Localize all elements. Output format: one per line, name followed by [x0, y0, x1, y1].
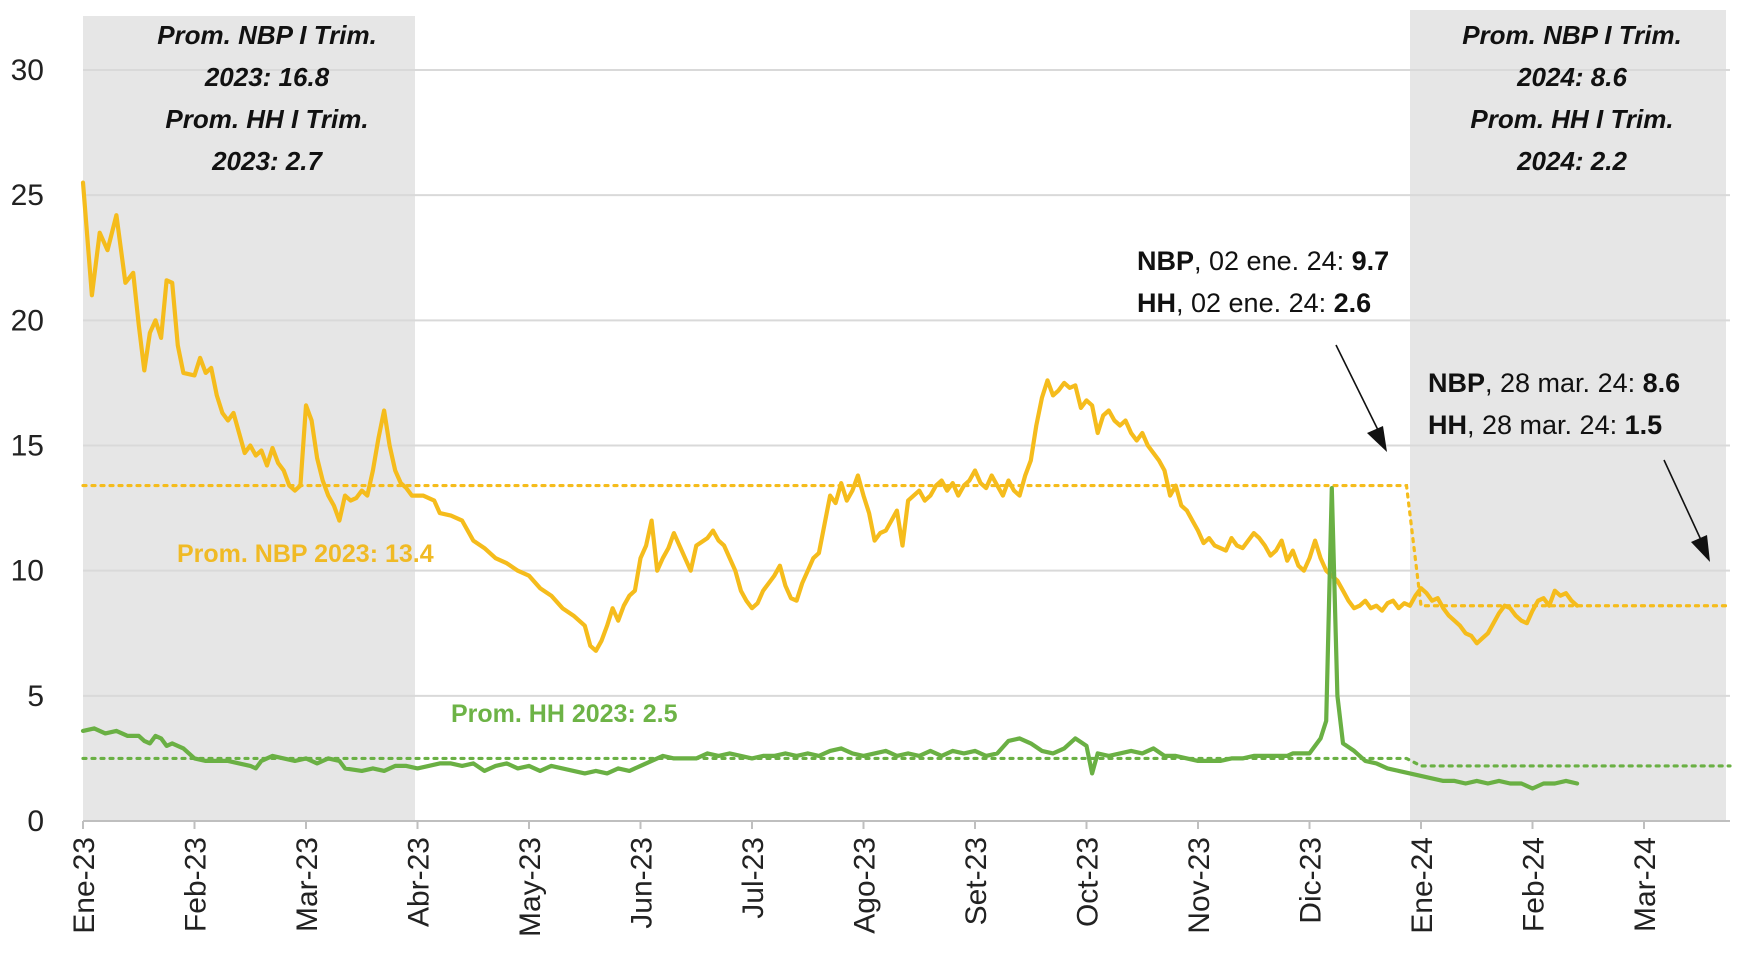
- y-tick-label-0: 0: [27, 805, 44, 838]
- jan2-hh-name: HH: [1137, 288, 1176, 318]
- gridlines: [83, 69, 1730, 822]
- jan2-nbp-name: NBP: [1137, 246, 1194, 276]
- x-tick-label-Oct-23: Oct-23: [1072, 837, 1105, 927]
- mar28-hh-label: HH, 28 mar. 24: 1.5: [1428, 410, 1662, 440]
- x-tick-label-Ago-23: Ago-23: [849, 837, 882, 934]
- q1-2023-line4: 2023: 2.7: [211, 146, 323, 176]
- jan2-nbp-date: , 02 ene. 24:: [1194, 246, 1352, 276]
- q1-2023-line1: Prom. NBP I Trim.: [157, 20, 377, 50]
- x-tick-label-Feb-24: Feb-24: [1518, 837, 1551, 932]
- nbp-average-label: Prom. NBP 2023: 13.4: [177, 540, 434, 568]
- hh-series-line: [80, 486, 1580, 791]
- mar28-nbp-date: , 28 mar. 24:: [1485, 368, 1643, 398]
- y-axis-ticks: 0 5 10 15 20 25 30: [11, 54, 44, 838]
- jan2-hh-value: 2.6: [1334, 288, 1372, 318]
- mar28-nbp-label: NBP, 28 mar. 24: 8.6: [1428, 368, 1680, 398]
- x-tick-label-Nov-23: Nov-23: [1183, 837, 1216, 934]
- y-tick-label-30: 30: [11, 54, 44, 87]
- x-tick-label-Ene-24: Ene-24: [1406, 837, 1439, 934]
- annotation-jan2: NBP, 02 ene. 24: 9.7 HH, 02 ene. 24: 2.6: [1137, 246, 1389, 452]
- jan2-hh-date: , 02 ene. 24:: [1176, 288, 1334, 318]
- x-tick-label-Set-23: Set-23: [960, 837, 993, 925]
- average-lines: [81, 483, 1732, 768]
- q1-2024-line2: 2024: 8.6: [1516, 62, 1627, 92]
- x-tick-label-Jun-23: Jun-23: [626, 837, 659, 929]
- annotation-q1-2024: Prom. NBP I Trim. 2024: 8.6 Prom. HH I T…: [1462, 20, 1682, 176]
- q1-2024-line3: Prom. HH I Trim.: [1470, 104, 1673, 134]
- x-tick-label-Jul-23: Jul-23: [737, 837, 770, 919]
- annotation-mar28: NBP, 28 mar. 24: 8.6 HH, 28 mar. 24: 1.5: [1428, 368, 1710, 562]
- y-tick-label-25: 25: [11, 179, 44, 212]
- jan2-nbp-value: 9.7: [1352, 246, 1390, 276]
- mar28-nbp-name: NBP: [1428, 368, 1485, 398]
- y-tick-label-10: 10: [11, 555, 44, 588]
- x-tick-label-Abr-23: Abr-23: [403, 837, 436, 927]
- jan2-arrow-line: [1335, 344, 1379, 431]
- mar28-nbp-value: 8.6: [1643, 368, 1681, 398]
- x-axis-ticks: Ene-23 Feb-23 Mar-23 Abr-23 May-23 Jun-23 Jul-…: [68, 821, 1662, 937]
- q1-2024-line4: 2024: 2.2: [1516, 146, 1627, 176]
- x-tick-label-Mar-23: Mar-23: [291, 837, 324, 932]
- mar28-arrow-line: [1663, 459, 1702, 541]
- q1-2024-line1: Prom. NBP I Trim.: [1462, 20, 1682, 50]
- hh-average-label: Prom. HH 2023: 2.5: [451, 700, 678, 728]
- x-tick-label-Mar-24: Mar-24: [1629, 837, 1662, 932]
- y-tick-label-15: 15: [11, 430, 44, 463]
- mar28-hh-value: 1.5: [1625, 410, 1663, 440]
- mar28-hh-name: HH: [1428, 410, 1467, 440]
- annotation-q1-2023: Prom. NBP I Trim. 2023: 16.8 Prom. HH I …: [157, 20, 377, 176]
- jan2-arrow-head: [1367, 426, 1387, 452]
- mar28-arrow-head: [1691, 535, 1710, 562]
- shade-q1-2024: [1410, 10, 1726, 821]
- q1-2023-line3: Prom. HH I Trim.: [165, 104, 368, 134]
- jan2-hh-label: HH, 02 ene. 24: 2.6: [1137, 288, 1371, 318]
- mar28-hh-date: , 28 mar. 24:: [1467, 410, 1625, 440]
- series-lines: [80, 180, 1580, 791]
- y-tick-label-20: 20: [11, 304, 44, 337]
- y-tick-label-5: 5: [27, 680, 44, 713]
- x-tick-label-Ene-23: Ene-23: [68, 837, 101, 934]
- shade-q1-2023: [83, 16, 415, 821]
- x-tick-label-Dic-23: Dic-23: [1295, 837, 1328, 924]
- hh-average-line: [81, 756, 1732, 768]
- jan2-nbp-label: NBP, 02 ene. 24: 9.7: [1137, 246, 1389, 276]
- q1-2023-line2: 2023: 16.8: [204, 62, 330, 92]
- nbp-series-line: [80, 180, 1580, 653]
- x-tick-label-Feb-23: Feb-23: [180, 837, 213, 932]
- x-tick-label-May-23: May-23: [514, 837, 547, 937]
